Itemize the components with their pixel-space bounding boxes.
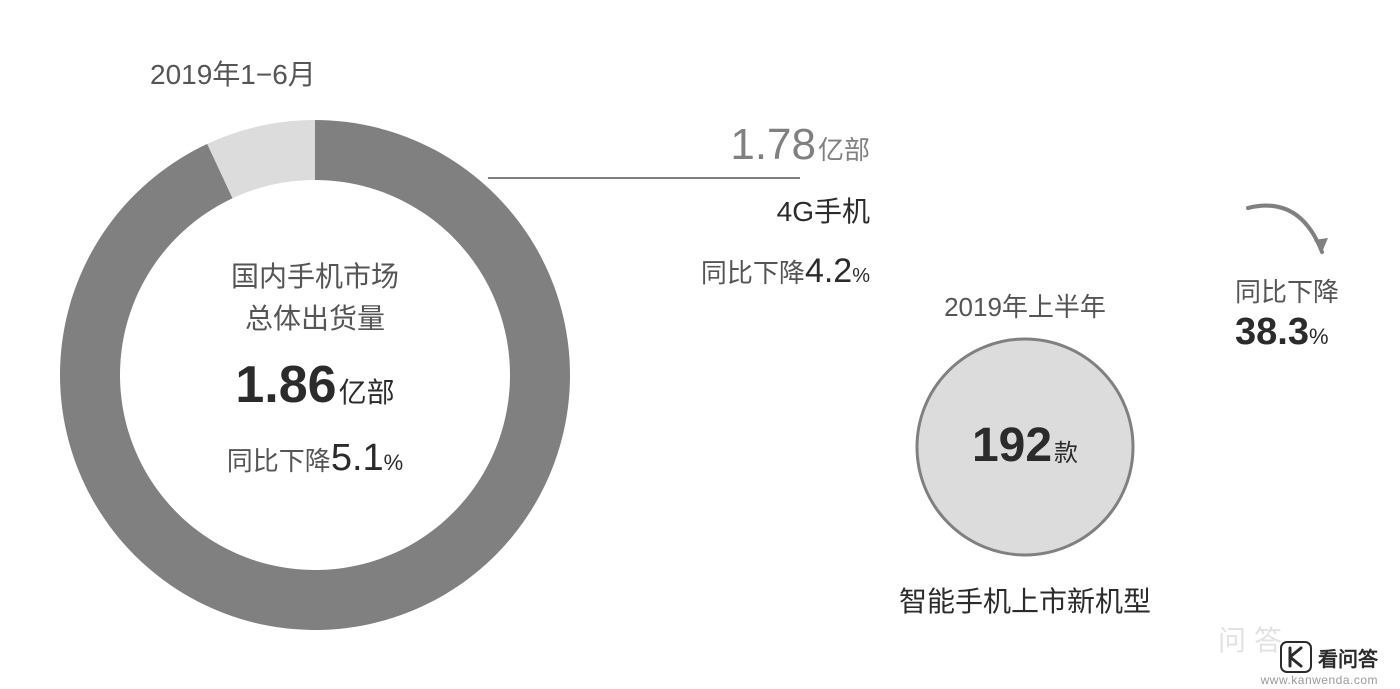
watermark-logo: 看问答: [1280, 641, 1378, 673]
callout-subtitle: 4G手机: [610, 190, 870, 230]
donut-center-decline-value: 5.1: [331, 437, 384, 479]
callout-decline-pct: %: [852, 265, 870, 287]
arrow-text-value-row: 38.3%: [1235, 311, 1385, 354]
donut-callout-below: 4G手机 同比下降4.2%: [610, 190, 870, 291]
models-circle-subtitle-text: 智能手机上市新机型: [899, 586, 1151, 617]
arrow-text-line1: 同比下降: [1235, 272, 1385, 309]
donut-center-decline-pct: %: [384, 450, 404, 475]
arrow-annotation: 同比下降 38.3%: [1235, 272, 1385, 354]
donut-center-line1: 国内手机市场: [145, 255, 485, 295]
donut-center-decline: 同比下降5.1%: [145, 437, 485, 480]
callout-decline: 同比下降4.2%: [610, 252, 870, 291]
models-circle-title-text: 2019年上半年: [944, 292, 1106, 322]
donut-title: 2019年1−6月: [150, 55, 316, 94]
models-circle-value-unit: 款: [1054, 440, 1078, 467]
models-circle-value-number: 192: [972, 419, 1052, 472]
infographic-canvas: 2019年1−6月 国内手机市场 总体出货量 1.86亿部 同比下降5.1% 1…: [0, 0, 1400, 689]
donut-center-value-unit: 亿部: [339, 377, 395, 408]
donut-callout: 1.78亿部: [610, 120, 870, 170]
models-circle-title: 2019年上半年: [905, 287, 1145, 324]
watermark-site: www.kanwenda.com: [1261, 673, 1378, 687]
models-circle-value: 192款: [905, 418, 1145, 473]
callout-decline-value: 4.2: [805, 252, 852, 290]
callout-decline-prefix: 同比下降: [701, 258, 805, 288]
arrow-text-pct: %: [1309, 324, 1329, 349]
callout-value: 1.78亿部: [610, 120, 870, 170]
donut-center-value-number: 1.86: [235, 356, 336, 414]
donut-center: 国内手机市场 总体出货量 1.86亿部 同比下降5.1%: [145, 255, 485, 480]
donut-center-value: 1.86亿部: [145, 355, 485, 415]
watermark-brand: 看问答: [1318, 643, 1378, 672]
donut-title-text: 2019年1−6月: [150, 59, 316, 90]
donut-center-line2: 总体出货量: [145, 297, 485, 337]
donut-center-decline-prefix: 同比下降: [227, 446, 331, 476]
callout-value-number: 1.78: [730, 120, 816, 169]
models-circle-subtitle: 智能手机上市新机型: [870, 580, 1180, 620]
watermark-k-icon: [1280, 641, 1312, 673]
callout-value-unit: 亿部: [818, 135, 870, 165]
arrow-text-value: 38.3: [1235, 311, 1309, 353]
